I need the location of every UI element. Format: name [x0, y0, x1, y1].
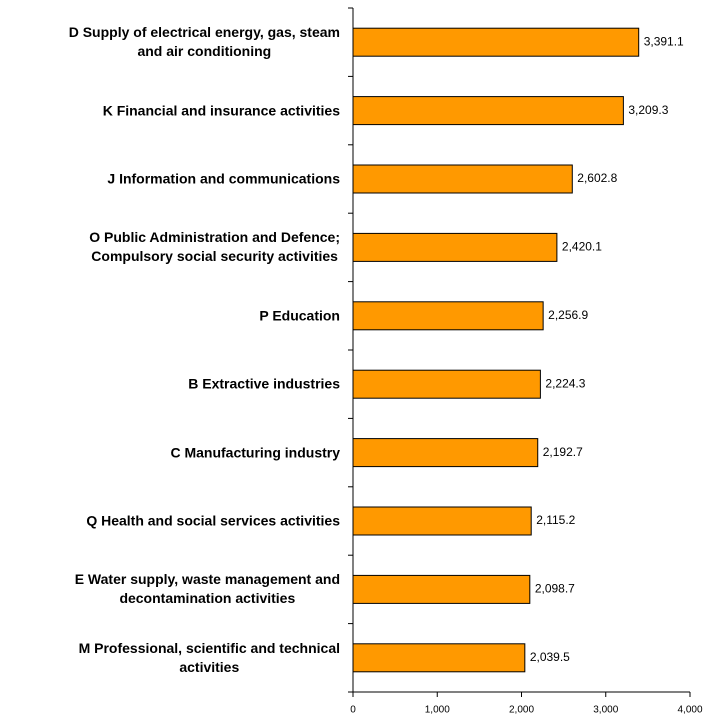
- category-label: P Education: [259, 307, 340, 324]
- bar: [352, 643, 526, 673]
- bar: [352, 574, 531, 604]
- category-label: J Information and communications: [107, 170, 340, 187]
- category-label: Q Health and social services activities: [86, 512, 340, 529]
- bar: [352, 232, 558, 262]
- x-tick-label: 0: [350, 705, 356, 715]
- value-label: 2,602.8: [577, 171, 617, 185]
- bar: [352, 27, 640, 57]
- value-label: 2,256.9: [548, 308, 588, 322]
- x-tick-label: 3,000: [593, 705, 618, 715]
- bar: [352, 164, 573, 194]
- value-label: 2,115.2: [536, 513, 575, 527]
- x-tick-label: 2,000: [509, 705, 534, 715]
- value-label: 3,391.1: [644, 34, 684, 48]
- category-label: B Extractive industries: [188, 375, 340, 392]
- category-label: E Water supply, waste management and dec…: [74, 571, 340, 607]
- bar: [352, 506, 532, 536]
- bar: [352, 438, 539, 468]
- value-label: 3,209.3: [628, 103, 668, 117]
- value-label: 2,192.7: [543, 445, 583, 459]
- value-label: 2,098.7: [535, 582, 575, 596]
- category-label: D Supply of electrical energy, gas, stea…: [68, 24, 340, 60]
- category-label: K Financial and insurance activities: [102, 102, 340, 119]
- bar: [352, 96, 624, 126]
- value-label: 2,420.1: [562, 240, 602, 254]
- category-label: O Public Administration and Defence; Com…: [89, 229, 340, 265]
- category-label: C Manufacturing industry: [170, 444, 340, 461]
- x-tick-label: 4,000: [677, 705, 702, 715]
- value-label: 2,039.5: [530, 650, 570, 664]
- bar: [352, 369, 541, 399]
- bar: [352, 301, 544, 331]
- x-tick-label: 1,000: [425, 705, 450, 715]
- category-label: M Professional, scientific and technical…: [78, 639, 340, 675]
- value-label: 2,224.3: [545, 376, 585, 390]
